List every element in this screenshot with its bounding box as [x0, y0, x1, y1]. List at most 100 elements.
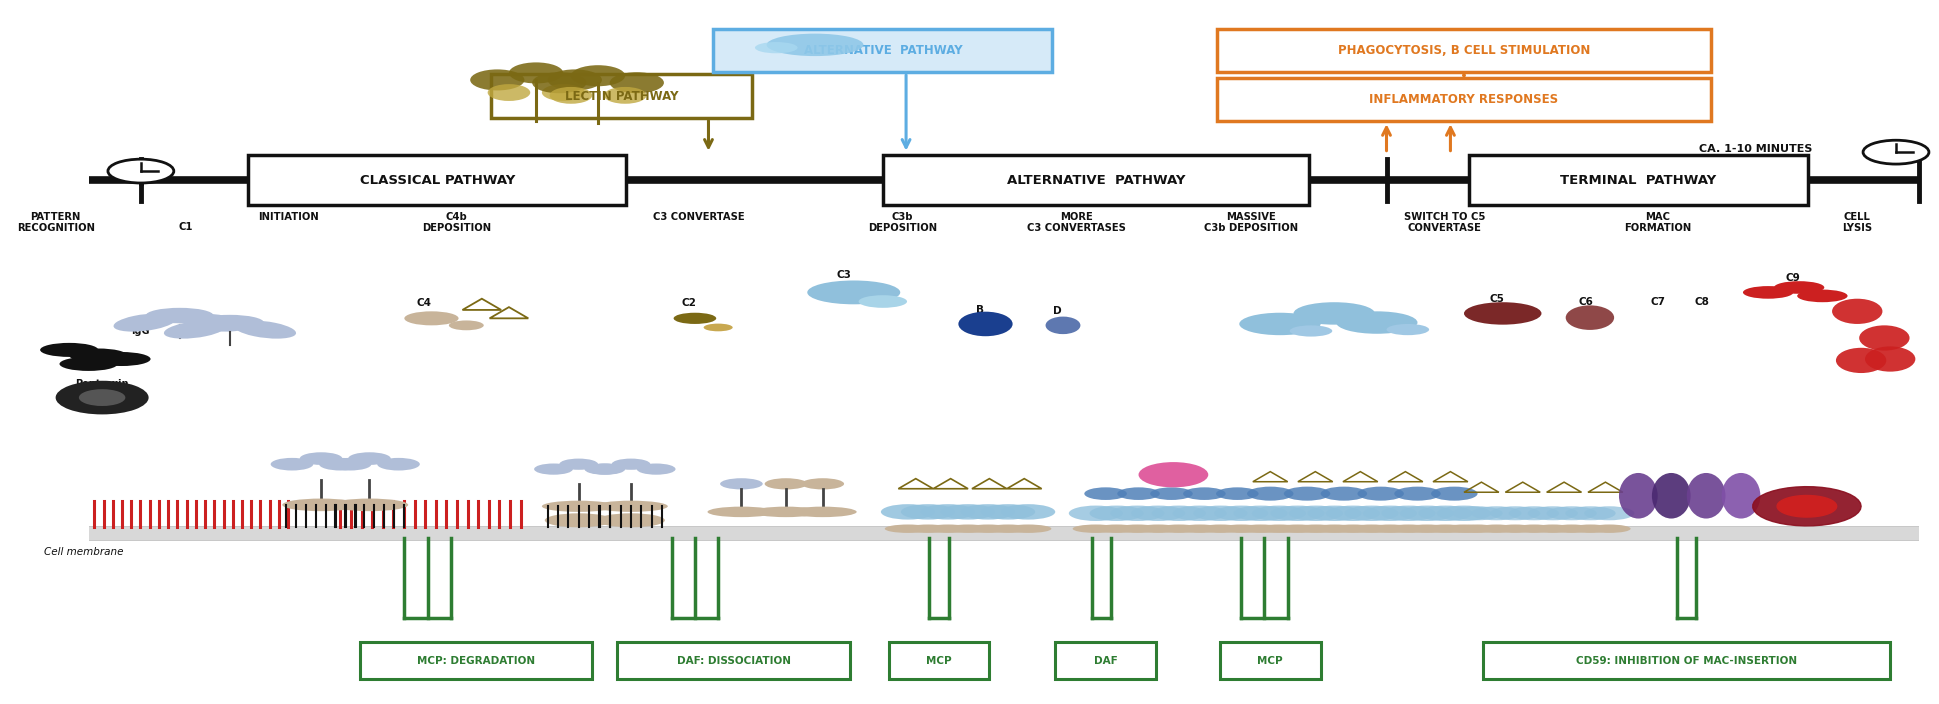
Ellipse shape — [1183, 487, 1225, 500]
Ellipse shape — [1569, 524, 1611, 533]
Bar — [89, 526, 1918, 541]
Text: MCP: MCP — [925, 655, 952, 665]
Ellipse shape — [921, 504, 975, 520]
Ellipse shape — [1171, 505, 1225, 521]
Text: PATTERN
RECOGNITION: PATTERN RECOGNITION — [17, 212, 95, 233]
Ellipse shape — [593, 501, 667, 512]
Ellipse shape — [1072, 524, 1119, 533]
Text: MAC
FORMATION: MAC FORMATION — [1623, 212, 1691, 233]
FancyBboxPatch shape — [714, 29, 1051, 73]
Ellipse shape — [1134, 524, 1181, 533]
Ellipse shape — [1196, 524, 1243, 533]
Ellipse shape — [1526, 506, 1576, 520]
Ellipse shape — [940, 504, 995, 520]
Ellipse shape — [558, 458, 597, 470]
FancyBboxPatch shape — [617, 642, 849, 679]
Ellipse shape — [1237, 524, 1284, 533]
Circle shape — [56, 381, 149, 415]
Ellipse shape — [960, 504, 1014, 520]
Text: C5: C5 — [1489, 294, 1503, 304]
Ellipse shape — [1565, 506, 1615, 520]
Ellipse shape — [196, 315, 264, 330]
Text: C6: C6 — [1578, 296, 1592, 306]
Circle shape — [109, 159, 175, 183]
Ellipse shape — [1685, 473, 1724, 519]
Text: Cell membrane: Cell membrane — [45, 547, 124, 557]
Ellipse shape — [1113, 524, 1160, 533]
Ellipse shape — [1344, 315, 1386, 326]
Ellipse shape — [1404, 524, 1450, 533]
Ellipse shape — [958, 312, 1012, 337]
Ellipse shape — [673, 313, 715, 324]
Ellipse shape — [1284, 486, 1330, 501]
Text: IgG: IgG — [132, 326, 149, 336]
Ellipse shape — [752, 507, 820, 517]
Ellipse shape — [1084, 487, 1127, 500]
Ellipse shape — [1192, 505, 1247, 521]
Text: Pentraxin: Pentraxin — [76, 379, 128, 389]
Ellipse shape — [1109, 505, 1163, 521]
Text: C3 CONVERTASE: C3 CONVERTASE — [653, 212, 745, 222]
Ellipse shape — [145, 308, 213, 323]
Ellipse shape — [807, 280, 900, 304]
Ellipse shape — [1417, 505, 1472, 521]
Text: C8: C8 — [1695, 296, 1708, 306]
Ellipse shape — [1175, 524, 1222, 533]
Ellipse shape — [611, 458, 650, 470]
Ellipse shape — [1431, 486, 1478, 501]
Ellipse shape — [1214, 505, 1268, 521]
Ellipse shape — [1565, 306, 1613, 330]
Text: TERMINAL  PATHWAY: TERMINAL PATHWAY — [1559, 174, 1716, 187]
Ellipse shape — [1251, 505, 1305, 521]
Text: MORE
C3 CONVERTASES: MORE C3 CONVERTASES — [1026, 212, 1125, 233]
Ellipse shape — [547, 70, 601, 90]
Ellipse shape — [597, 513, 665, 527]
Ellipse shape — [1287, 505, 1342, 521]
Ellipse shape — [541, 501, 615, 512]
Ellipse shape — [70, 348, 128, 363]
Ellipse shape — [182, 313, 246, 332]
Ellipse shape — [904, 524, 950, 533]
Text: MCP: MCP — [1256, 655, 1282, 665]
FancyBboxPatch shape — [1216, 29, 1710, 73]
Ellipse shape — [1650, 473, 1689, 519]
Text: C7: C7 — [1650, 296, 1664, 306]
Ellipse shape — [1336, 311, 1417, 334]
Text: C4: C4 — [417, 298, 430, 308]
Ellipse shape — [1400, 505, 1454, 521]
Ellipse shape — [704, 324, 733, 332]
Bar — [89, 527, 1918, 540]
Ellipse shape — [880, 504, 935, 520]
FancyBboxPatch shape — [1220, 642, 1320, 679]
Ellipse shape — [1386, 324, 1429, 335]
Ellipse shape — [1530, 524, 1573, 533]
FancyBboxPatch shape — [882, 155, 1309, 206]
Text: LECTIN PATHWAY: LECTIN PATHWAY — [564, 89, 679, 103]
Ellipse shape — [1452, 506, 1503, 520]
Ellipse shape — [1441, 524, 1487, 533]
Text: CD59: INHIBITION OF MAC-INSERTION: CD59: INHIBITION OF MAC-INSERTION — [1574, 655, 1796, 665]
Ellipse shape — [1274, 524, 1320, 533]
Ellipse shape — [347, 452, 390, 465]
Ellipse shape — [318, 458, 361, 470]
Ellipse shape — [508, 63, 562, 84]
Ellipse shape — [586, 463, 624, 474]
FancyBboxPatch shape — [1468, 155, 1807, 206]
FancyBboxPatch shape — [491, 75, 752, 118]
Text: C3b
DEPOSITION: C3b DEPOSITION — [867, 212, 937, 233]
FancyBboxPatch shape — [888, 642, 989, 679]
Ellipse shape — [541, 84, 584, 101]
Text: C1: C1 — [178, 222, 192, 232]
Text: C3: C3 — [836, 270, 851, 280]
Ellipse shape — [1796, 289, 1846, 302]
Ellipse shape — [271, 458, 312, 470]
Ellipse shape — [1489, 506, 1540, 520]
Text: MCP: DEGRADATION: MCP: DEGRADATION — [417, 655, 535, 665]
Text: PHAGOCYTOSIS, B CELL STIMULATION: PHAGOCYTOSIS, B CELL STIMULATION — [1338, 44, 1590, 57]
Ellipse shape — [1150, 487, 1192, 500]
Ellipse shape — [1307, 505, 1361, 521]
Text: C4b
DEPOSITION: C4b DEPOSITION — [423, 212, 491, 233]
Ellipse shape — [1493, 524, 1536, 533]
Ellipse shape — [789, 507, 857, 517]
Ellipse shape — [1584, 506, 1635, 520]
